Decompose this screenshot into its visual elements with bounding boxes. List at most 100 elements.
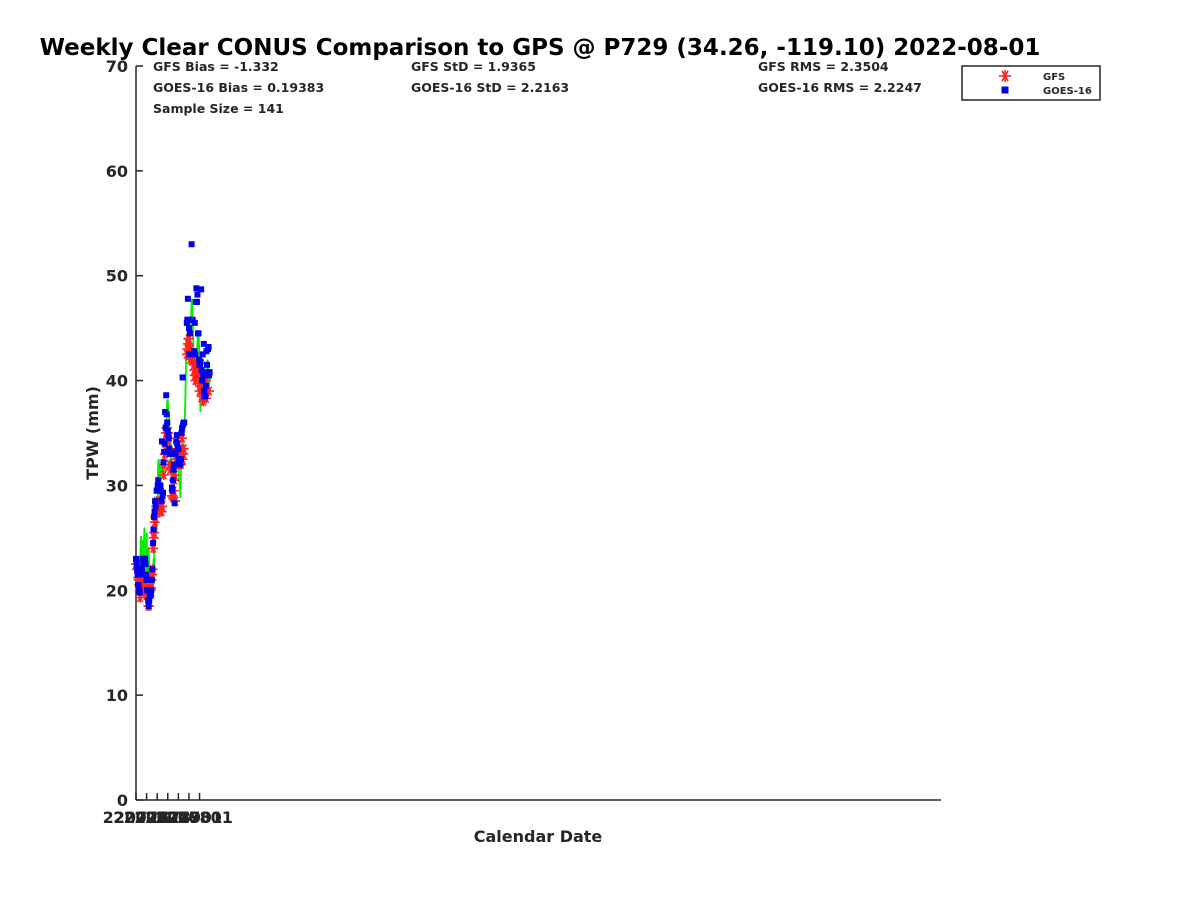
point-goes-16 — [193, 298, 200, 305]
point-goes-16 — [184, 295, 191, 302]
point-goes-16 — [159, 492, 166, 499]
point-goes-16 — [202, 393, 209, 400]
point-goes-16 — [161, 440, 168, 447]
stat-goes-bias: GOES-16 Bias = 0.19383 — [153, 80, 324, 95]
stat-goes-rms: GOES-16 RMS = 2.2247 — [758, 80, 922, 95]
point-goes-16 — [145, 603, 152, 610]
point-goes-16 — [171, 461, 178, 468]
point-goes-16 — [206, 372, 213, 379]
point-goes-16 — [193, 285, 200, 292]
point-goes-16 — [178, 456, 185, 463]
point-goes-16 — [191, 348, 198, 355]
point-goes-16 — [206, 369, 213, 376]
x-tick-label: 220731 — [156, 808, 223, 827]
plot-area — [131, 241, 215, 612]
legend-marker-goes-16 — [1001, 86, 1009, 94]
point-goes-16 — [134, 566, 141, 573]
point-goes-16 — [173, 432, 180, 439]
stats-panel: GFS Bias = -1.332 GOES-16 Bias = 0.19383… — [153, 59, 922, 116]
point-goes-16 — [138, 566, 145, 573]
point-goes-16 — [146, 597, 153, 604]
point-goes-16 — [139, 571, 146, 578]
point-goes-16 — [203, 361, 210, 368]
x-tick-label: 220801 — [166, 808, 233, 827]
x-ticks: 2207262207272207282207292207302207312208… — [103, 793, 233, 827]
legend-marker-gfs — [999, 70, 1011, 82]
y-tick-label: 0 — [117, 791, 128, 810]
stat-gfs-bias: GFS Bias = -1.332 — [153, 59, 279, 74]
point-goes-16 — [149, 540, 156, 547]
series-line-gps — [135, 298, 211, 593]
point-goes-16 — [202, 382, 209, 389]
point-goes-16 — [174, 440, 181, 447]
y-tick-label: 70 — [106, 57, 128, 76]
point-goes-16 — [197, 361, 204, 368]
point-goes-16 — [194, 291, 201, 298]
legend-box — [961, 65, 1101, 101]
point-goes-16 — [191, 319, 198, 326]
point-goes-16 — [143, 576, 150, 583]
point-goes-16 — [188, 241, 195, 248]
point-goes-16 — [152, 503, 159, 510]
legend: GFS GOES-16 — [961, 65, 1101, 101]
x-axis-label: Calendar Date — [474, 827, 603, 846]
point-goes-16 — [160, 459, 167, 466]
chart-title: Weekly Clear CONUS Comparison to GPS @ P… — [40, 35, 1041, 61]
point-goes-16 — [148, 576, 155, 583]
x-tick-label: 220727 — [113, 808, 180, 827]
point-gfs — [158, 469, 169, 480]
stat-sample-size: Sample Size = 141 — [153, 101, 284, 116]
y-tick-label: 10 — [106, 686, 128, 705]
point-goes-16 — [136, 589, 143, 596]
point-goes-16 — [179, 424, 186, 431]
x-tick-label: 220726 — [103, 808, 170, 827]
axes — [135, 66, 941, 801]
y-tick-label: 60 — [106, 162, 128, 181]
y-axis-label: TPW (mm) — [83, 386, 102, 480]
stat-goes-std: GOES-16 StD = 2.2163 — [411, 80, 569, 95]
point-goes-16 — [177, 461, 184, 468]
point-goes-16 — [148, 587, 155, 594]
point-goes-16 — [152, 498, 159, 505]
point-goes-16 — [133, 561, 140, 568]
point-goes-16 — [199, 377, 206, 384]
point-goes-16 — [166, 445, 173, 452]
point-goes-16 — [197, 358, 204, 365]
point-goes-16 — [179, 374, 186, 381]
x-tick-label: 220728 — [124, 808, 191, 827]
point-goes-16 — [200, 372, 207, 379]
legend-label-gfs: GFS — [1043, 72, 1065, 83]
point-goes-16 — [186, 351, 193, 358]
point-goes-16 — [201, 388, 208, 395]
point-goes-16 — [175, 445, 182, 452]
stat-gfs-std: GFS StD = 1.9365 — [411, 59, 536, 74]
point-goes-16 — [185, 325, 192, 332]
point-goes-16 — [169, 487, 176, 494]
point-goes-16 — [181, 419, 188, 426]
point-goes-16 — [163, 411, 170, 418]
point-goes-16 — [198, 367, 205, 374]
point-goes-16 — [135, 582, 142, 589]
point-goes-16 — [162, 424, 169, 431]
point-goes-16 — [142, 561, 149, 568]
point-goes-16 — [147, 592, 154, 599]
legend-label-goes-16: GOES-16 — [1043, 86, 1092, 97]
point-goes-16 — [170, 477, 177, 484]
point-goes-16 — [157, 482, 164, 489]
point-goes-16 — [133, 555, 139, 562]
y-tick-label: 30 — [106, 476, 128, 495]
point-goes-16 — [154, 487, 161, 494]
point-goes-16 — [158, 498, 165, 505]
point-goes-16 — [187, 330, 194, 337]
point-goes-16 — [164, 427, 171, 434]
point-goes-16 — [171, 500, 178, 507]
point-goes-16 — [178, 430, 185, 436]
point-goes-16 — [151, 508, 158, 515]
point-goes-16 — [165, 435, 172, 442]
point-goes-16 — [198, 286, 205, 293]
x-tick-label: 220729 — [134, 808, 201, 827]
x-tick-label: 220730 — [145, 808, 212, 827]
point-goes-16 — [189, 316, 196, 323]
point-goes-16 — [185, 316, 192, 323]
point-goes-16 — [169, 484, 176, 491]
